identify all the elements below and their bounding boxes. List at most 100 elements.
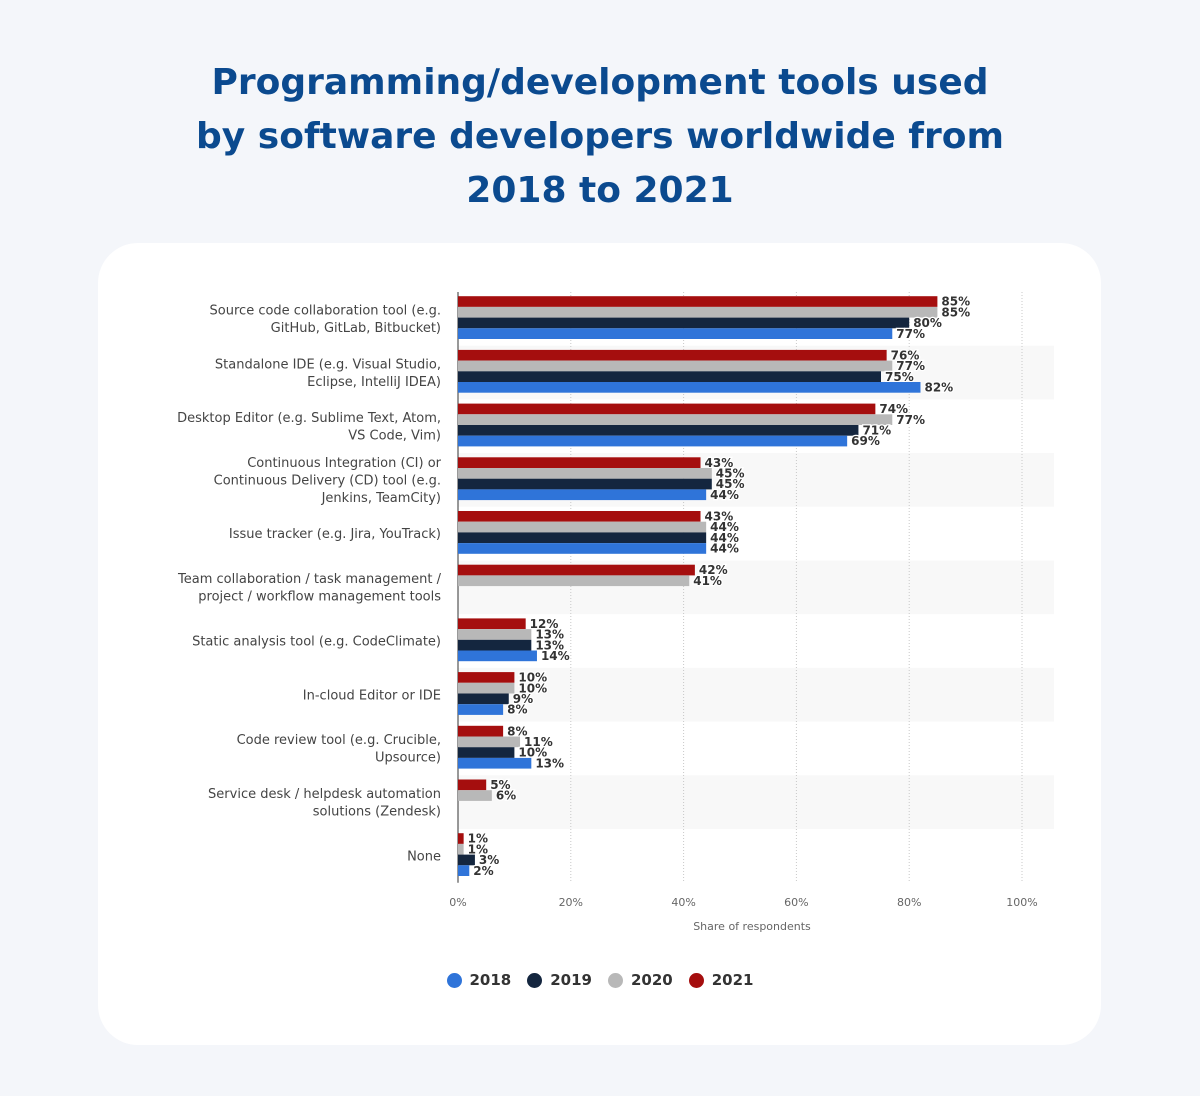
legend-label: 2018 (469, 971, 512, 989)
legend-label: 2020 (631, 971, 673, 989)
data-label: 12% (530, 617, 559, 631)
data-label: 85% (941, 305, 970, 319)
data-label: 76% (891, 348, 920, 362)
data-label: 74% (879, 402, 908, 416)
data-label: 77% (896, 413, 925, 427)
row-band (458, 775, 1054, 829)
category-label: Standalone IDE (e.g. Visual Studio, Eclip… (215, 357, 441, 390)
category-label-line: Desktop Editor (e.g. Sublime Text, Atom, (177, 411, 441, 426)
x-tick-label: 40% (671, 896, 695, 909)
bar-2020 (458, 843, 464, 855)
category-label: Service desk / helpdesk automation soluti… (208, 787, 441, 820)
data-label: 1% (468, 842, 488, 856)
legend-item-2021[interactable]: 2021 (688, 971, 754, 989)
category-label: Code review tool (e.g. Crucible, Upsource… (237, 733, 441, 766)
bar-2021 (458, 403, 876, 415)
category-label-line: Issue tracker (e.g. Jira, YouTrack) (229, 527, 441, 542)
legend-marker (608, 972, 623, 988)
category-label: None (407, 849, 441, 864)
category-label-line: VS Code, Vim) (348, 429, 441, 444)
bar-2021 (458, 511, 701, 522)
category-label-line: solutions (Zendesk) (313, 804, 441, 819)
legend-marker (527, 972, 543, 988)
bar-2018 (458, 757, 532, 769)
bar-2018 (458, 704, 504, 715)
bar-2021 (458, 725, 504, 737)
bar-2020 (458, 360, 893, 372)
data-label: 43% (705, 456, 734, 470)
title-line-2: by software developers worldwide from (196, 116, 1004, 157)
legend-item-2020[interactable]: 2020 (608, 971, 673, 989)
bar-2020 (458, 306, 938, 318)
x-tick-label: 60% (784, 896, 808, 909)
data-label: 69% (851, 434, 880, 448)
category-label-line: In-cloud Editor or IDE (303, 688, 441, 703)
data-label: 8% (507, 724, 527, 738)
bar-2018 (458, 328, 893, 339)
bar-2019 (458, 854, 475, 866)
data-label: 77% (896, 327, 925, 341)
bar-2020 (458, 682, 515, 694)
category-label: Continuous Integration (CI) or Continuous… (214, 456, 442, 506)
data-label: 10% (518, 671, 547, 685)
bar-2019 (458, 371, 881, 382)
bar-2019 (458, 317, 910, 329)
category-label-line: None (407, 849, 441, 864)
bar-2020 (458, 468, 712, 479)
bar-2020 (458, 629, 532, 640)
category-label-line: Source code collaboration tool (e.g. (210, 304, 441, 319)
x-tick-label: 0% (449, 896, 466, 909)
bar-2018 (458, 543, 707, 554)
bar-2020 (458, 575, 690, 587)
legend: 2018 2019 2020 2021 (0, 968, 1200, 992)
bar-2021 (458, 833, 464, 844)
category-label: Static analysis tool (e.g. CodeClimate) (192, 635, 441, 650)
data-label: 13% (535, 756, 564, 770)
bar-2021 (458, 296, 938, 307)
data-label: 5% (490, 778, 510, 792)
data-label: 6% (496, 789, 516, 803)
data-label: 8% (507, 703, 527, 717)
data-label: 10% (518, 746, 547, 760)
data-label: 1% (468, 832, 488, 846)
category-label-line: Jenkins, TeamCity) (321, 491, 441, 506)
data-label: 3% (479, 853, 499, 867)
bar-2020 (458, 521, 707, 533)
data-label: 9% (513, 692, 533, 706)
bar-2018 (458, 435, 848, 447)
x-tick-label: 80% (897, 896, 921, 909)
data-label: 45% (716, 477, 745, 491)
category-label: Team collaboration / task management / pr… (177, 572, 442, 605)
bar-2019 (458, 693, 509, 705)
data-label: 80% (913, 316, 942, 330)
data-label: 75% (885, 370, 914, 384)
bar-2018 (458, 382, 921, 393)
bar-2021 (458, 618, 526, 630)
bar-2021 (458, 779, 487, 791)
bar-2018 (458, 650, 537, 662)
data-label: 44% (710, 531, 739, 545)
bar-2019 (458, 478, 712, 490)
bar-2020 (458, 790, 492, 801)
category-label-line: Static analysis tool (e.g. CodeClimate) (192, 635, 441, 650)
legend-item-2018[interactable]: 2018 (446, 971, 512, 989)
category-label: Desktop Editor (e.g. Sublime Text, Atom,… (177, 411, 441, 444)
bar-2019 (458, 639, 532, 651)
legend-label: 2019 (550, 971, 592, 989)
category-label-line: Upsource) (375, 751, 441, 766)
bar-2021 (458, 672, 515, 683)
category-label-line: Eclipse, IntelliJ IDEA) (307, 375, 441, 390)
category-label-line: Continuous Delivery (CD) tool (e.g. (214, 473, 441, 488)
legend-item-2019[interactable]: 2019 (527, 971, 592, 989)
bar-2019 (458, 747, 515, 758)
data-label: 71% (862, 424, 891, 438)
category-label-line: project / workflow management tools (198, 590, 441, 605)
legend-marker (446, 972, 462, 988)
page-title: Programming/development tools used by so… (0, 56, 1200, 218)
title-line-1: Programming/development tools used (211, 62, 989, 103)
x-tick-label: 100% (1006, 896, 1037, 909)
category-label-line: Standalone IDE (e.g. Visual Studio, (215, 357, 441, 372)
bar-2021 (458, 349, 887, 361)
data-label: 45% (716, 467, 745, 481)
